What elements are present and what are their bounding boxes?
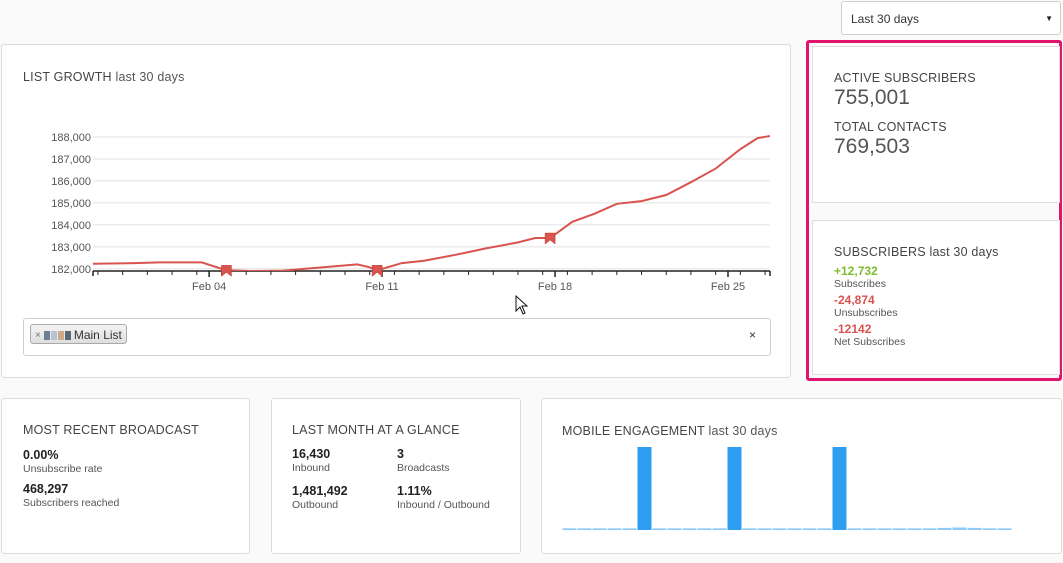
mobile-bar: [772, 528, 787, 530]
x-tick-label: Feb 11: [365, 281, 398, 293]
x-tick-label: Feb 25: [711, 281, 745, 293]
list-tag-label: Main List: [73, 328, 122, 342]
mobile-bar: [577, 528, 592, 530]
list-filter-input[interactable]: × Main List ×: [23, 318, 771, 356]
subscribers-title-sub: last 30 days: [929, 245, 999, 259]
mobile-bar: [937, 527, 952, 530]
total-contacts-label: TOTAL CONTACTS: [834, 120, 947, 134]
mobile-bar: [967, 527, 982, 530]
subscribers-title-main: SUBSCRIBERS: [834, 245, 926, 259]
net-subscribes-label: Net Subscribes: [834, 336, 906, 348]
mobile-engagement-title: MOBILE ENGAGEMENT last 30 days: [562, 424, 778, 438]
x-tick-label: Feb 04: [192, 281, 226, 293]
mobile-engagement-title-sub: last 30 days: [708, 424, 778, 438]
subscribers-reached-label: Subscribers reached: [23, 497, 120, 509]
broadcasts-value: 3: [397, 447, 404, 461]
mobile-bar: [997, 528, 1012, 530]
mobile-bar: [682, 528, 697, 530]
date-range-value: Last 30 days: [851, 12, 920, 26]
subscribers-title: SUBSCRIBERS last 30 days: [834, 245, 999, 259]
subscribers-card: SUBSCRIBERS last 30 days +12,732 Subscri…: [812, 220, 1060, 375]
unsubscribe-rate-label: Unsubscribe rate: [23, 463, 103, 475]
y-tick-label: 184,000: [51, 220, 91, 232]
mobile-bar: [712, 528, 727, 530]
broadcast-marker[interactable]: [544, 232, 556, 245]
mobile-bar: [892, 528, 907, 530]
x-tick-label: Feb 18: [538, 281, 572, 293]
mobile-engagement-title-main: MOBILE ENGAGEMENT: [562, 424, 705, 438]
inbound-value: 16,430: [292, 447, 331, 461]
list-growth-title: LIST GROWTH last 30 days: [23, 70, 185, 84]
mobile-bar: [637, 447, 652, 530]
inbound-label: Inbound: [292, 462, 330, 474]
inbound-outbound-ratio-value: 1.11%: [397, 484, 432, 498]
mobile-bar: [757, 528, 772, 530]
subscribes-label: Subscribes: [834, 278, 886, 290]
list-growth-card: LIST GROWTH last 30 days 188,000 187,000 1…: [1, 44, 791, 378]
mobile-bar: [922, 528, 937, 530]
active-subscribers-card: ACTIVE SUBSCRIBERS 755,001 TOTAL CONTACT…: [812, 46, 1060, 203]
mobile-bar: [592, 528, 607, 530]
unsubscribes-label: Unsubscribes: [834, 307, 898, 319]
net-subscribes-value: -12142: [834, 322, 872, 336]
broadcast-title: MOST RECENT BROADCAST: [23, 423, 199, 437]
mobile-bar: [622, 528, 637, 530]
mobile-bar: [562, 528, 577, 530]
subscribes-value: +12,732: [834, 264, 878, 278]
list-growth-chart: 188,000 187,000 186,000 185,000 184,000 183,0…: [51, 132, 771, 293]
list-avatar-icon: [43, 330, 71, 340]
mobile-bar: [667, 528, 682, 530]
list-tag-main[interactable]: × Main List: [30, 324, 127, 344]
mobile-bar: [982, 528, 997, 530]
clear-icon[interactable]: ×: [748, 328, 756, 342]
mobile-bar: [787, 528, 802, 530]
mobile-bar: [652, 528, 667, 530]
mobile-bar: [862, 528, 877, 530]
mobile-bar: [952, 527, 967, 530]
mobile-bar: [907, 528, 922, 530]
y-tick-label: 187,000: [51, 154, 91, 166]
mobile-bar: [847, 528, 862, 530]
mobile-bar: [742, 528, 757, 530]
y-tick-label: 183,000: [51, 242, 91, 254]
inbound-outbound-ratio-label: Inbound / Outbound: [397, 499, 490, 511]
tag-remove-icon[interactable]: ×: [35, 329, 41, 341]
subscriber-stats-panel: ACTIVE SUBSCRIBERS 755,001 TOTAL CONTACT…: [806, 40, 1062, 381]
mobile-bar: [832, 447, 847, 530]
unsubscribes-value: -24,874: [834, 293, 875, 307]
outbound-value: 1,481,492: [292, 484, 348, 498]
y-tick-label: 188,000: [51, 132, 91, 144]
most-recent-broadcast-card: MOST RECENT BROADCAST 0.00% Unsubscribe …: [1, 398, 250, 554]
y-tick-label: 185,000: [51, 198, 91, 210]
list-growth-title-main: LIST GROWTH: [23, 70, 112, 84]
mobile-bar: [607, 528, 622, 530]
outbound-label: Outbound: [292, 499, 339, 511]
mobile-bar: [817, 528, 832, 530]
broadcast-marker[interactable]: [221, 265, 232, 277]
mobile-bar: [697, 528, 712, 530]
mobile-bar: [877, 528, 892, 530]
mobile-engagement-card: MOBILE ENGAGEMENT last 30 days: [541, 398, 1062, 554]
list-growth-title-sub: last 30 days: [115, 70, 185, 84]
active-subscribers-label: ACTIVE SUBSCRIBERS: [834, 71, 976, 85]
broadcast-marker[interactable]: [371, 265, 383, 277]
mouse-cursor-icon: [515, 295, 529, 315]
series-line-main-list: [93, 134, 770, 271]
y-tick-label: 182,000: [51, 264, 91, 276]
subscribers-reached-value: 468,297: [23, 482, 69, 496]
last-month-glance-card: LAST MONTH AT A GLANCE 16,430 Inbound 3 …: [271, 398, 521, 554]
active-subscribers-value: 755,001: [834, 86, 910, 109]
mobile-bar: [802, 528, 817, 530]
total-contacts-value: 769,503: [834, 135, 910, 158]
broadcasts-label: Broadcasts: [397, 462, 450, 474]
mobile-engagement-chart: [562, 447, 1012, 530]
glance-title: LAST MONTH AT A GLANCE: [292, 423, 460, 437]
mobile-bar: [727, 447, 742, 530]
y-tick-label: 186,000: [51, 176, 91, 188]
unsubscribe-rate-value: 0.00%: [23, 448, 59, 462]
date-range-select[interactable]: Last 30 days ▼: [841, 1, 1061, 35]
chevron-down-icon: ▼: [1045, 14, 1053, 23]
